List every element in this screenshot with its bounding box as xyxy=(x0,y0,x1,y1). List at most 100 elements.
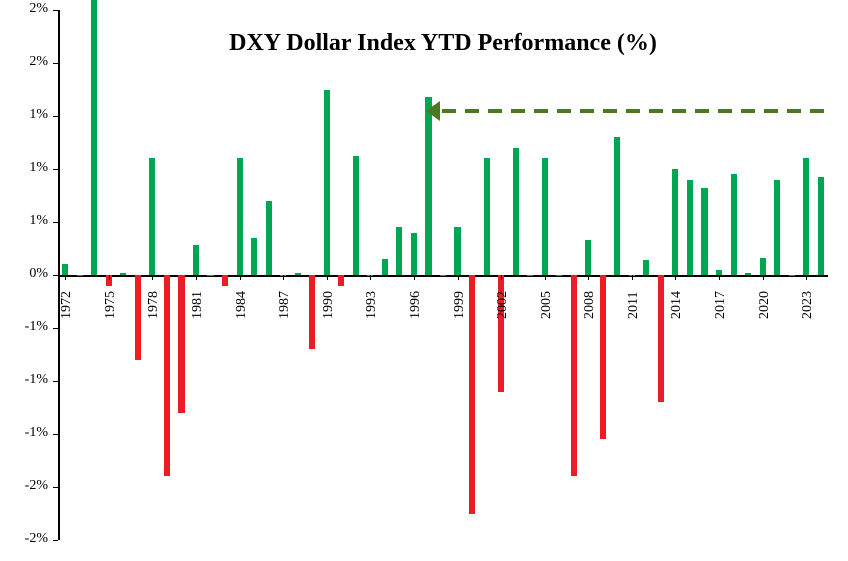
bar xyxy=(149,158,155,275)
annotation-dash xyxy=(649,109,663,113)
annotation-dash xyxy=(672,109,686,113)
x-tick-label: 1993 xyxy=(364,291,380,319)
annotation-dash xyxy=(442,109,456,113)
bar xyxy=(382,259,388,275)
bar xyxy=(309,275,315,349)
x-tick xyxy=(109,275,110,280)
y-tick xyxy=(53,116,58,117)
x-tick xyxy=(719,275,720,280)
y-tick-label: -2% xyxy=(8,531,48,547)
annotation-dash xyxy=(465,109,479,113)
y-tick xyxy=(53,328,58,329)
bar xyxy=(62,264,68,275)
y-tick-label: 1% xyxy=(8,160,48,176)
bar xyxy=(803,158,809,275)
y-tick-label: -1% xyxy=(8,319,48,335)
bar xyxy=(484,158,490,275)
bar xyxy=(411,233,417,275)
x-tick-label: 2014 xyxy=(669,291,685,319)
y-tick-label: -2% xyxy=(8,478,48,494)
annotation-dash xyxy=(626,109,640,113)
x-tick-label: 2008 xyxy=(582,291,598,319)
y-tick xyxy=(53,169,58,170)
bar xyxy=(178,275,184,413)
bar xyxy=(91,0,97,275)
bar xyxy=(600,275,606,439)
bar xyxy=(454,227,460,275)
annotation-dash xyxy=(557,109,571,113)
annotation-dash xyxy=(511,109,525,113)
y-tick xyxy=(53,275,58,276)
bar xyxy=(135,275,141,360)
x-tick xyxy=(806,275,807,280)
plot-area: DXY Dollar Index YTD Performance (%) -2%… xyxy=(58,10,828,540)
x-tick-label: 1996 xyxy=(408,291,424,319)
y-tick-label: 0% xyxy=(8,266,48,282)
y-tick-label: 2% xyxy=(8,54,48,70)
x-tick-label: 2023 xyxy=(800,291,816,319)
bar xyxy=(687,180,693,275)
bar xyxy=(338,275,344,286)
x-tick xyxy=(152,275,153,280)
x-tick-label: 1999 xyxy=(452,291,468,319)
chart-container: DXY Dollar Index YTD Performance (%) -2%… xyxy=(0,0,848,561)
bar xyxy=(295,273,301,275)
x-tick xyxy=(65,275,66,280)
y-tick-label: 2% xyxy=(8,1,48,17)
bar xyxy=(571,275,577,476)
x-tick xyxy=(588,275,589,280)
bar xyxy=(513,148,519,275)
bar xyxy=(396,227,402,275)
bar xyxy=(643,260,649,275)
bar xyxy=(440,275,446,276)
x-tick xyxy=(763,275,764,280)
bar xyxy=(614,137,620,275)
bar xyxy=(237,158,243,275)
bar xyxy=(193,245,199,275)
x-tick-label: 1978 xyxy=(146,291,162,319)
x-tick-label: 2017 xyxy=(713,291,729,319)
bar xyxy=(774,180,780,275)
annotation-dash xyxy=(741,109,755,113)
bar xyxy=(789,275,795,276)
bar xyxy=(818,177,824,275)
x-tick-label: 2011 xyxy=(626,292,642,319)
y-tick xyxy=(53,63,58,64)
bar xyxy=(353,156,359,275)
annotation-dash xyxy=(580,109,594,113)
bar xyxy=(164,275,170,476)
annotation-dash xyxy=(488,109,502,113)
bar xyxy=(527,275,533,276)
x-tick xyxy=(675,275,676,280)
y-tick-label: -1% xyxy=(8,372,48,388)
x-tick-label: 1990 xyxy=(321,291,337,319)
x-tick xyxy=(632,275,633,280)
x-tick xyxy=(283,275,284,280)
bar xyxy=(672,169,678,275)
y-tick xyxy=(53,540,58,541)
bar xyxy=(207,275,213,276)
y-tick xyxy=(53,434,58,435)
bar xyxy=(251,238,257,275)
x-tick xyxy=(545,275,546,280)
y-tick xyxy=(53,222,58,223)
x-tick-label: 1972 xyxy=(59,291,75,319)
bar xyxy=(658,275,664,402)
y-tick xyxy=(53,10,58,11)
y-tick-label: -1% xyxy=(8,425,48,441)
bar xyxy=(542,158,548,275)
bar xyxy=(324,90,330,276)
annotation-dash xyxy=(534,109,548,113)
bar xyxy=(760,258,766,275)
x-tick-label: 2002 xyxy=(495,291,511,319)
bar xyxy=(701,188,707,275)
y-tick xyxy=(53,381,58,382)
bar xyxy=(425,97,431,275)
x-tick-label: 2005 xyxy=(539,291,555,319)
annotation-dash xyxy=(810,109,824,113)
bar xyxy=(731,174,737,275)
bar xyxy=(469,275,475,514)
x-tick-label: 1981 xyxy=(190,291,206,319)
x-tick xyxy=(370,275,371,280)
bar xyxy=(222,275,228,286)
